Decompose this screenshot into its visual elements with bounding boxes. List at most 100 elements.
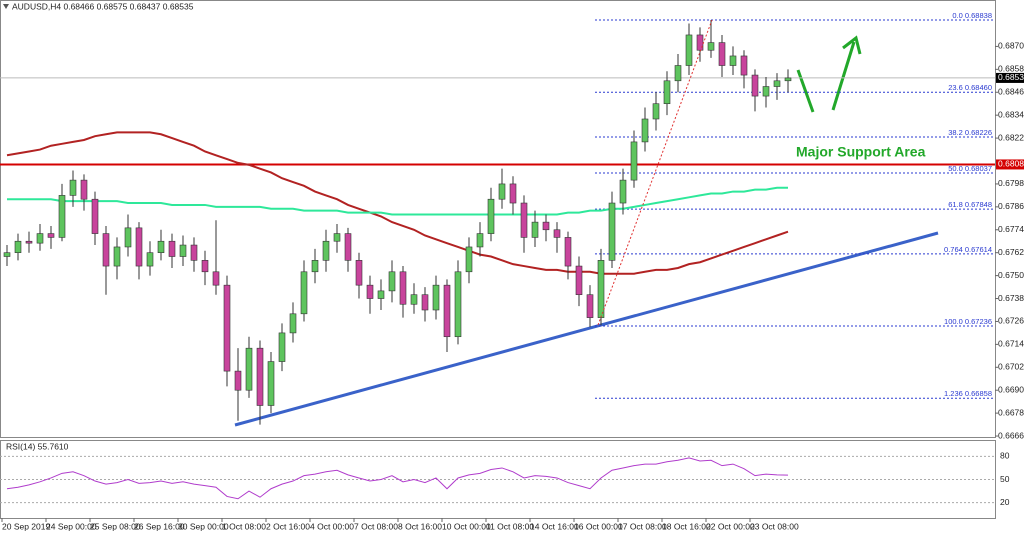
- arrow-up: [831, 35, 862, 111]
- fib-label: 1.236 0.66858: [944, 389, 992, 398]
- x-tick-label: 7 Oct 08:00: [354, 521, 398, 531]
- fib-label: 100.0 0.67236: [944, 317, 992, 326]
- candle-body: [245, 347, 253, 391]
- arrow-down: [796, 69, 815, 113]
- candle-body: [388, 271, 396, 292]
- candle-body: [707, 42, 715, 51]
- candle-body: [201, 260, 209, 273]
- candle-body: [113, 246, 121, 267]
- candle-body: [344, 233, 352, 261]
- x-tick-label: 14 Oct 16:00: [530, 521, 579, 531]
- candle-body: [80, 179, 88, 200]
- candle-body: [476, 233, 484, 248]
- candle-body: [729, 55, 737, 66]
- candle-body: [608, 202, 616, 261]
- x-tick-label: 18 Oct 16:00: [662, 521, 711, 531]
- candle-body: [36, 233, 44, 244]
- candle-body: [674, 65, 682, 82]
- candle-body: [597, 260, 605, 318]
- candle-body: [575, 265, 583, 296]
- moving-average: [6, 131, 789, 275]
- candle-body: [58, 195, 66, 238]
- moving-average: [7, 186, 788, 216]
- x-tick-label: 30 Sep 00:00: [178, 521, 229, 531]
- candle-body: [751, 74, 759, 97]
- candle-body: [487, 198, 495, 234]
- candle-body: [696, 34, 704, 51]
- x-tick-label: 10 Oct 00:00: [442, 521, 491, 531]
- fib-label: 38.2 0.68226: [948, 128, 992, 137]
- candle-body: [377, 290, 385, 299]
- x-tick-label: 25 Sep 08:00: [90, 521, 141, 531]
- y-tick-label: 0.68460: [998, 87, 1024, 97]
- candle-body: [322, 240, 330, 261]
- candle-body: [3, 252, 11, 257]
- candle-body: [542, 221, 550, 231]
- x-tick-label: 22 Oct 00:00: [706, 521, 755, 531]
- candle-body: [630, 141, 638, 181]
- symbol-icon: [3, 4, 9, 9]
- fib-label: 0.0 0.68838: [952, 11, 992, 20]
- rsi-line: [6, 457, 789, 500]
- candle-body: [278, 332, 286, 362]
- x-tick-label: 24 Sep 00:00: [46, 521, 97, 531]
- candle-body: [14, 240, 22, 253]
- x-tick-label: 17 Oct 08:00: [618, 521, 667, 531]
- candle-body: [25, 240, 33, 244]
- x-tick-label: 11 Oct 08:00: [486, 521, 534, 531]
- price-box: [996, 72, 1024, 83]
- candle-body: [498, 183, 506, 200]
- x-tick-label: 8 Oct 16:00: [398, 521, 442, 531]
- rsi-tick-label: 20: [1000, 497, 1010, 507]
- candle-body: [553, 229, 561, 238]
- candle-body: [641, 118, 649, 143]
- candle-body: [685, 34, 693, 66]
- candle-body: [289, 313, 297, 334]
- candle-body: [168, 240, 176, 257]
- fib-label: 61.8 0.67848: [948, 200, 992, 209]
- candle-body: [124, 227, 132, 248]
- candle-body: [190, 244, 198, 261]
- price-label: 0.68535: [998, 72, 1024, 82]
- candle-body: [531, 221, 539, 238]
- candle-body: [157, 240, 165, 253]
- candle-body: [256, 347, 264, 406]
- candle-body: [465, 246, 473, 273]
- rsi-label: RSI(14) 55.7610: [6, 441, 69, 451]
- candle-body: [47, 233, 55, 238]
- x-tick-label: 2 Oct 16:00: [266, 521, 310, 531]
- candle-body: [91, 198, 99, 234]
- x-tick-label: 4 Oct 00:00: [310, 521, 354, 531]
- y-tick-label: 0.66660: [998, 430, 1024, 440]
- candle-body: [102, 233, 110, 267]
- candle-body: [740, 55, 748, 76]
- candle-body: [586, 294, 594, 318]
- candle-body: [432, 284, 440, 311]
- candle-body: [212, 271, 220, 286]
- candle-body: [564, 237, 572, 267]
- x-tick-label: 23 Oct 08:00: [750, 521, 799, 531]
- fib-label: 23.6 0.68460: [948, 83, 992, 92]
- candle-body: [520, 202, 528, 238]
- chart-title: AUDUSD,H4 0.68466 0.68575 0.68437 0.6853…: [12, 1, 194, 11]
- support-box: [996, 159, 1024, 170]
- x-tick-label: 20 Sep 2019: [2, 521, 50, 531]
- x-tick-label: 26 Sep 16:00: [134, 521, 185, 531]
- candle-body: [355, 260, 363, 286]
